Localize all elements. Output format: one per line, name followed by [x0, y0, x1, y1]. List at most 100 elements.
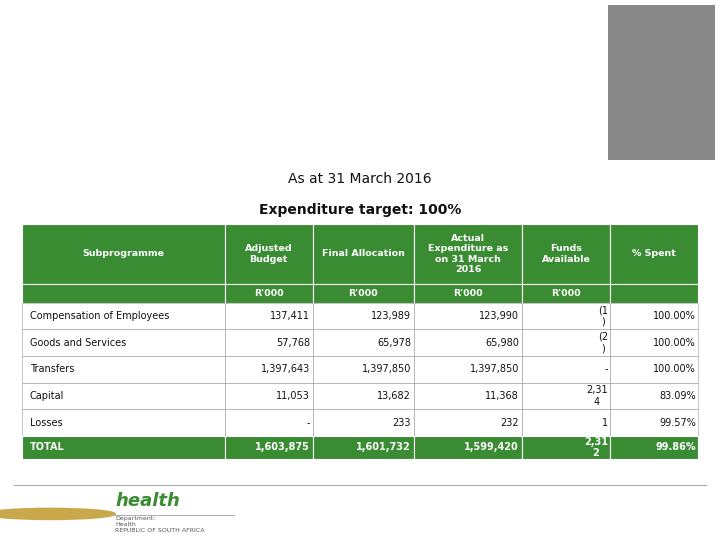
- Text: Department:
Health
REPUBLIC OF SOUTH AFRICA: Department: Health REPUBLIC OF SOUTH AFR…: [115, 516, 204, 533]
- Text: 123,989: 123,989: [371, 311, 411, 321]
- Text: R'000: R'000: [254, 289, 284, 298]
- Bar: [611, 436, 698, 459]
- Bar: [611, 383, 698, 409]
- Text: 1,397,643: 1,397,643: [261, 364, 310, 374]
- Text: health: health: [115, 492, 180, 510]
- Bar: [22, 303, 225, 329]
- Bar: [523, 356, 611, 383]
- Bar: [312, 224, 414, 284]
- Bar: [22, 356, 225, 383]
- Bar: [611, 409, 698, 436]
- Bar: [611, 224, 698, 284]
- Bar: [414, 284, 523, 303]
- Bar: [225, 356, 312, 383]
- Bar: [523, 224, 611, 284]
- Text: 11,368: 11,368: [485, 391, 519, 401]
- Bar: [22, 436, 225, 459]
- Text: Funds
Available: Funds Available: [542, 244, 591, 264]
- Bar: [414, 436, 523, 459]
- Text: (2
): (2 ): [598, 332, 608, 354]
- Bar: [22, 284, 225, 303]
- Bar: [414, 329, 523, 356]
- Text: and Compliance Management: and Compliance Management: [36, 106, 430, 131]
- Bar: [523, 383, 611, 409]
- Text: 137,411: 137,411: [270, 311, 310, 321]
- Bar: [414, 409, 523, 436]
- Text: 100.00%: 100.00%: [653, 338, 696, 348]
- Text: 100.00%: 100.00%: [653, 364, 696, 374]
- Text: 99.57%: 99.57%: [659, 418, 696, 428]
- Text: Adjusted
Budget: Adjusted Budget: [245, 244, 292, 264]
- Text: Programme 6:  Health Regulation: Programme 6: Health Regulation: [36, 37, 482, 62]
- Text: R'000: R'000: [454, 289, 483, 298]
- Text: Compensation of Employees: Compensation of Employees: [30, 311, 169, 321]
- Bar: [414, 224, 523, 284]
- Bar: [523, 303, 611, 329]
- Text: 1,599,420: 1,599,420: [464, 442, 519, 453]
- Bar: [225, 409, 312, 436]
- Text: 232: 232: [500, 418, 519, 428]
- Bar: [611, 356, 698, 383]
- Text: 233: 233: [392, 418, 411, 428]
- Bar: [22, 224, 225, 284]
- Text: Expenditure target: 100%: Expenditure target: 100%: [258, 204, 462, 218]
- Text: 57,768: 57,768: [276, 338, 310, 348]
- Bar: [225, 329, 312, 356]
- Circle shape: [0, 508, 115, 519]
- Text: 2,31
4: 2,31 4: [586, 385, 608, 407]
- Bar: [225, 224, 312, 284]
- Bar: [22, 383, 225, 409]
- Text: 1,397,850: 1,397,850: [470, 364, 519, 374]
- Bar: [523, 436, 611, 459]
- Text: 65,978: 65,978: [377, 338, 411, 348]
- Text: Losses: Losses: [30, 418, 63, 428]
- Text: 65,980: 65,980: [485, 338, 519, 348]
- Bar: [523, 329, 611, 356]
- Bar: [611, 329, 698, 356]
- Text: 13,682: 13,682: [377, 391, 411, 401]
- Text: R'000: R'000: [552, 289, 581, 298]
- Text: 100.00%: 100.00%: [653, 311, 696, 321]
- Bar: [608, 5, 715, 160]
- Bar: [22, 409, 225, 436]
- Bar: [225, 383, 312, 409]
- Bar: [312, 383, 414, 409]
- Text: 11,053: 11,053: [276, 391, 310, 401]
- Bar: [414, 383, 523, 409]
- Bar: [312, 329, 414, 356]
- Text: -: -: [307, 418, 310, 428]
- Text: % Spent: % Spent: [632, 249, 676, 259]
- Bar: [22, 329, 225, 356]
- Bar: [312, 284, 414, 303]
- Text: 1,397,850: 1,397,850: [361, 364, 411, 374]
- Text: 123,990: 123,990: [480, 311, 519, 321]
- Text: (1
): (1 ): [598, 305, 608, 327]
- Text: 1,601,732: 1,601,732: [356, 442, 411, 453]
- Bar: [312, 436, 414, 459]
- Bar: [312, 356, 414, 383]
- Text: 1: 1: [602, 418, 608, 428]
- Bar: [523, 284, 611, 303]
- Text: 2,31
2: 2,31 2: [584, 437, 608, 458]
- Bar: [523, 409, 611, 436]
- Text: As at 31 March 2016: As at 31 March 2016: [288, 172, 432, 186]
- Text: 83.09%: 83.09%: [659, 391, 696, 401]
- Text: Final Allocation: Final Allocation: [322, 249, 405, 259]
- Text: Goods and Services: Goods and Services: [30, 338, 126, 348]
- Text: TOTAL: TOTAL: [30, 442, 65, 453]
- Bar: [312, 303, 414, 329]
- Bar: [225, 303, 312, 329]
- Bar: [225, 436, 312, 459]
- Bar: [611, 303, 698, 329]
- Bar: [225, 284, 312, 303]
- Text: Capital: Capital: [30, 391, 64, 401]
- Bar: [312, 409, 414, 436]
- Bar: [414, 303, 523, 329]
- Text: Subprogramme: Subprogramme: [82, 249, 164, 259]
- Bar: [414, 356, 523, 383]
- Text: -: -: [604, 364, 608, 374]
- Bar: [611, 284, 698, 303]
- Text: 1,603,875: 1,603,875: [255, 442, 310, 453]
- Text: Transfers: Transfers: [30, 364, 74, 374]
- Text: R'000: R'000: [348, 289, 378, 298]
